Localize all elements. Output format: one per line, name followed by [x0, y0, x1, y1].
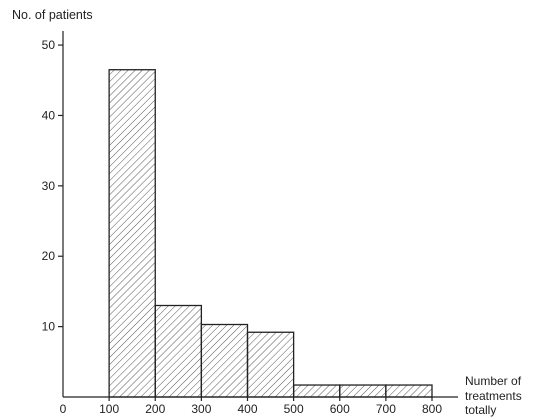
x-axis-title-line-3: totally	[465, 403, 496, 417]
x-tick-label-300: 300	[191, 402, 211, 416]
x-ticks-group: 0 100 200 300 400 500 600 700 800	[60, 397, 442, 416]
x-axis-title-line-1: Number of	[465, 374, 522, 388]
y-tick-label-30: 30	[42, 179, 56, 193]
bar-600-700	[339, 384, 387, 398]
x-axis-title-line-2: treatments	[465, 389, 522, 403]
bar-400-500	[246, 331, 295, 398]
x-tick-label-200: 200	[145, 402, 165, 416]
x-tick-label-500: 500	[284, 402, 304, 416]
y-ticks-group: 10 20 30 40 50	[42, 38, 63, 334]
bar-300-400	[200, 323, 249, 398]
x-tick-label-600: 600	[330, 402, 350, 416]
bar-500-600	[292, 384, 341, 398]
x-axis-title: Number of treatments totally	[465, 374, 522, 417]
bar-200-300	[154, 304, 203, 398]
y-tick-label-50: 50	[42, 38, 56, 52]
y-tick-label-20: 20	[42, 249, 56, 263]
bar-100-200	[108, 69, 156, 398]
axes-group	[62, 31, 458, 398]
x-tick-label-800: 800	[422, 402, 442, 416]
bar-700-800	[385, 384, 433, 398]
x-tick-label-400: 400	[237, 402, 257, 416]
y-tick-label-40: 40	[42, 108, 56, 122]
y-tick-label-10: 10	[42, 320, 56, 334]
x-tick-label-100: 100	[99, 402, 119, 416]
x-tick-label-0: 0	[60, 402, 67, 416]
y-axis-title: No. of patients	[12, 8, 93, 22]
bars-group	[108, 69, 433, 398]
x-tick-label-700: 700	[376, 402, 396, 416]
